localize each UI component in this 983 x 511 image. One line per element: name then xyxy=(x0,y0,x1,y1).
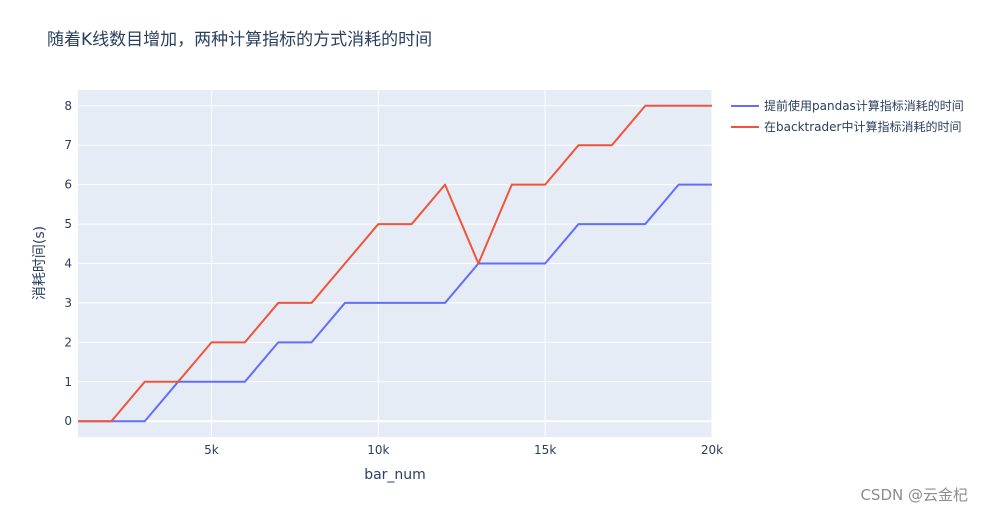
grid-lines xyxy=(78,90,713,437)
legend-label: 提前使用pandas计算指标消耗的时间 xyxy=(764,98,964,113)
x-axis-title: bar_num xyxy=(364,467,426,483)
y-tick-label: 5 xyxy=(64,217,72,231)
y-tick-label: 0 xyxy=(64,414,72,428)
chart-title: 随着K线数目增加，两种计算指标的方式消耗的时间 xyxy=(47,30,432,50)
y-tick-label: 7 xyxy=(64,138,72,152)
series-line-1 xyxy=(78,183,712,423)
y-tick-label: 3 xyxy=(64,296,72,310)
y-tick-label: 4 xyxy=(64,257,72,271)
legend-label: 在backtrader中计算指标消耗的时间 xyxy=(764,119,961,134)
x-tick-label: 10k xyxy=(367,443,389,457)
legend-item-1[interactable]: 提前使用pandas计算指标消耗的时间 xyxy=(731,98,964,113)
series-line-2 xyxy=(78,104,712,423)
y-tick-label: 6 xyxy=(64,178,72,192)
legend-item-2[interactable]: 在backtrader中计算指标消耗的时间 xyxy=(731,119,961,134)
y-axis-title: 消耗时间(s) xyxy=(32,226,48,300)
y-tick-label: 1 xyxy=(64,375,72,389)
y-tick-label: 2 xyxy=(64,335,72,349)
x-tick-label: 20k xyxy=(701,443,723,457)
tick-labels: 0 1 2 3 4 5 6 7 8 5k 10k 15k 20k xyxy=(64,99,723,457)
watermark-text: CSDN @云金杞 xyxy=(860,486,968,504)
series-lines xyxy=(78,104,712,423)
x-tick-label: 15k xyxy=(534,443,556,457)
x-tick-label: 5k xyxy=(204,443,219,457)
y-tick-label: 8 xyxy=(64,99,72,113)
